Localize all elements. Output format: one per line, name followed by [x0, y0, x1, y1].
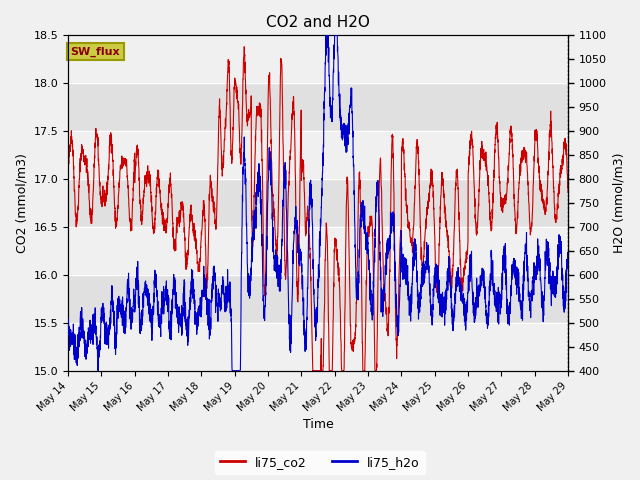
X-axis label: Time: Time	[303, 419, 333, 432]
Legend: li75_co2, li75_h2o: li75_co2, li75_h2o	[215, 451, 425, 474]
Title: CO2 and H2O: CO2 and H2O	[266, 15, 370, 30]
Bar	[68, 179, 568, 227]
Bar	[68, 275, 568, 323]
Y-axis label: H2O (mmol/m3): H2O (mmol/m3)	[612, 153, 625, 253]
Y-axis label: CO2 (mmol/m3): CO2 (mmol/m3)	[15, 153, 28, 253]
Text: SW_flux: SW_flux	[70, 47, 120, 57]
Bar	[68, 83, 568, 131]
